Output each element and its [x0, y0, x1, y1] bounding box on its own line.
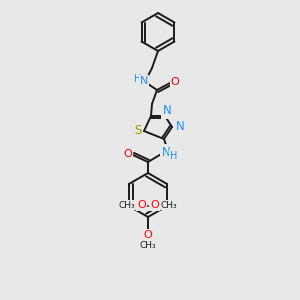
Text: H: H	[170, 151, 178, 161]
Text: S: S	[134, 124, 142, 137]
Text: CH₃: CH₃	[118, 200, 135, 209]
Text: O: O	[124, 149, 132, 159]
Text: O: O	[137, 200, 146, 210]
Text: N: N	[163, 104, 171, 118]
Text: O: O	[171, 77, 179, 87]
Text: N: N	[162, 146, 170, 158]
Text: CH₃: CH₃	[161, 200, 178, 209]
Text: O: O	[144, 230, 152, 240]
Text: N: N	[176, 119, 184, 133]
Text: H: H	[134, 74, 142, 84]
Text: N: N	[140, 76, 148, 86]
Text: CH₃: CH₃	[140, 241, 156, 250]
Text: O: O	[150, 200, 159, 210]
